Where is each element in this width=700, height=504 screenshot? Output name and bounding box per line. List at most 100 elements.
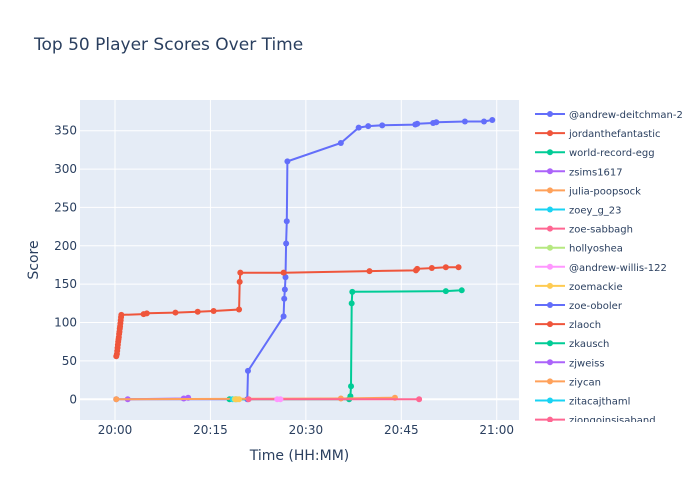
data-point[interactable] (244, 367, 251, 374)
data-point[interactable] (442, 288, 449, 295)
x-tick-label: 20:30 (289, 423, 324, 437)
legend-label: zlaoch (569, 320, 601, 331)
legend-swatch-marker (547, 378, 553, 385)
data-point[interactable] (379, 122, 386, 129)
data-point[interactable] (236, 396, 243, 403)
data-point[interactable] (442, 264, 449, 271)
legend-swatch-marker (547, 263, 553, 270)
legend-item[interactable]: jordanthefantastic (535, 129, 661, 140)
x-axis-label: Time (HH:MM) (249, 448, 350, 464)
legend-item[interactable]: ziongoinsisaband (535, 416, 656, 427)
legend-label: world-record-egg (569, 148, 655, 159)
data-point[interactable] (481, 118, 488, 125)
x-tick-label: 21:00 (479, 423, 514, 437)
legend-label: zitacajthaml (569, 397, 630, 408)
x-tick-label: 20:45 (384, 423, 419, 437)
legend-item[interactable]: zoemackie (535, 282, 623, 293)
y-tick-label: 0 (69, 392, 77, 406)
data-point[interactable] (458, 287, 465, 294)
legend-item[interactable]: zitacajthaml (535, 397, 630, 408)
data-point[interactable] (414, 120, 421, 127)
data-point[interactable] (349, 288, 356, 295)
data-point[interactable] (461, 118, 468, 125)
series-0 (113, 116, 496, 403)
legend-swatch-marker (547, 397, 553, 404)
legend-item[interactable]: zkausch (535, 339, 609, 350)
data-point[interactable] (433, 119, 440, 126)
legend-item[interactable]: zjweiss (535, 358, 605, 369)
legend-swatch-marker (547, 187, 553, 194)
data-point[interactable] (283, 240, 290, 247)
data-point[interactable] (348, 300, 355, 307)
data-point[interactable] (236, 278, 243, 285)
legend-swatch-marker (547, 149, 553, 156)
data-point[interactable] (348, 383, 355, 390)
y-tick-label: 350 (54, 124, 77, 138)
data-point[interactable] (414, 265, 421, 272)
legend-item[interactable]: @andrew-deitchman-2 (535, 110, 683, 121)
data-point[interactable] (280, 313, 287, 320)
data-point[interactable] (337, 139, 344, 146)
legend-swatch-marker (547, 225, 553, 232)
data-point[interactable] (282, 274, 289, 281)
data-point[interactable] (113, 396, 120, 403)
y-tick-label: 250 (54, 200, 77, 214)
y-tick-label: 50 (62, 354, 77, 368)
x-tick-label: 20:00 (98, 423, 133, 437)
data-point[interactable] (237, 269, 244, 276)
legend[interactable]: @andrew-deitchman-2 jordanthefantastic wor… (535, 110, 683, 427)
legend-label: ziycan (569, 377, 601, 388)
data-point[interactable] (236, 306, 243, 313)
legend-item[interactable]: zsims1617 (535, 167, 623, 178)
legend-item[interactable]: zoey_g_23 (535, 206, 622, 217)
data-point[interactable] (355, 124, 362, 131)
legend-swatch-marker (547, 359, 553, 366)
data-point[interactable] (277, 396, 284, 403)
data-point[interactable] (281, 295, 288, 302)
data-point[interactable] (281, 286, 288, 293)
legend-item[interactable]: zoe-sabbagh (535, 225, 633, 236)
data-point[interactable] (283, 218, 290, 225)
legend-swatch-marker (547, 206, 553, 213)
y-tick-label: 150 (54, 277, 77, 291)
legend-label: zoe-sabbagh (569, 225, 633, 236)
data-point[interactable] (366, 268, 373, 275)
data-point[interactable] (280, 269, 287, 276)
legend-item[interactable]: zoe-oboler (535, 301, 623, 312)
legend-item[interactable]: hollyoshea (535, 244, 623, 255)
data-point[interactable] (455, 264, 462, 271)
data-point[interactable] (143, 310, 150, 317)
legend-swatch-marker (547, 340, 553, 347)
data-point[interactable] (428, 265, 435, 272)
data-point[interactable] (365, 123, 372, 130)
legend-label: zoe-oboler (569, 301, 623, 312)
x-tick-labels: 20:00 20:15 20:30 20:45 21:00 (98, 423, 514, 437)
data-point[interactable] (489, 116, 496, 123)
legend-item[interactable]: julia-poopsock (535, 186, 641, 197)
legend-item[interactable]: zlaoch (535, 320, 601, 331)
plot-area (80, 100, 519, 420)
legend-label: zjweiss (569, 358, 605, 369)
y-tick-label: 200 (54, 239, 77, 253)
legend-item[interactable]: @andrew-willis-122 (535, 263, 667, 274)
y-tick-label: 300 (54, 162, 77, 176)
data-point[interactable] (118, 311, 125, 318)
legend-label: @andrew-deitchman-2 (569, 110, 683, 121)
y-tick-label: 100 (54, 316, 77, 330)
legend-item[interactable]: world-record-egg (535, 148, 655, 159)
data-point[interactable] (194, 308, 201, 315)
legend-swatch-marker (547, 168, 553, 175)
legend-item[interactable]: ziycan (535, 377, 601, 388)
x-tick-label: 20:15 (193, 423, 228, 437)
data-point[interactable] (245, 396, 252, 403)
data-point[interactable] (416, 396, 423, 403)
data-point[interactable] (172, 309, 179, 316)
legend-label: hollyoshea (569, 244, 623, 255)
data-point[interactable] (210, 308, 217, 315)
legend-label: zoey_g_23 (569, 206, 622, 217)
data-point[interactable] (284, 158, 291, 165)
chart-title: Top 50 Player Scores Over Time (33, 35, 303, 55)
legend-swatch-marker (547, 416, 553, 422)
